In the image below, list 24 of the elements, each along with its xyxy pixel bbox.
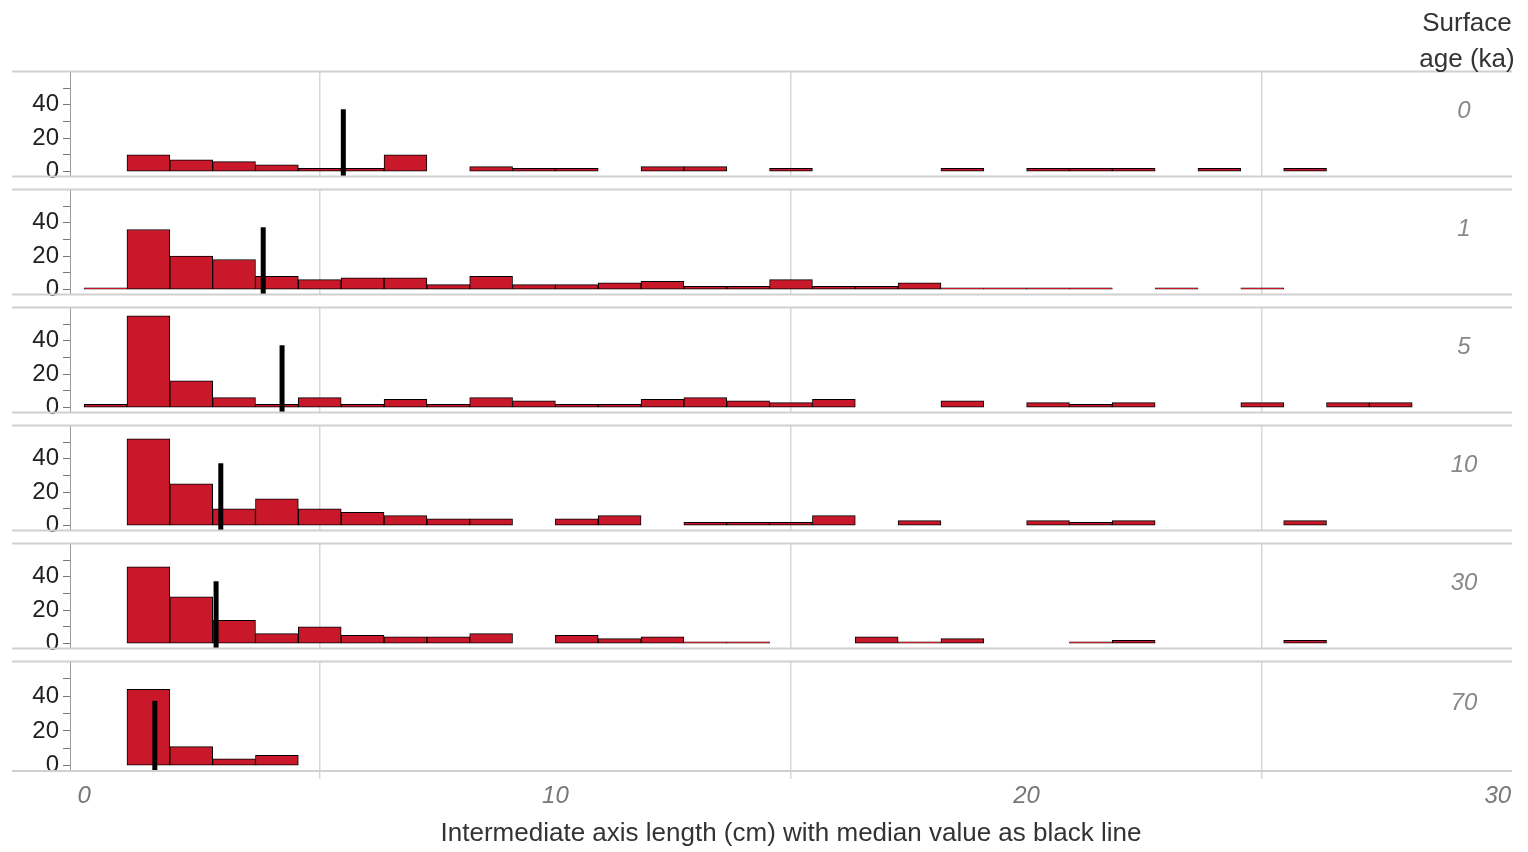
y-tick-label: 20 [32,476,59,504]
y-tick-label: 40 [32,89,59,117]
y-tick-label: 20 [32,122,59,150]
x-tick-label: 10 [542,781,570,809]
y-tick-label: 40 [32,561,59,589]
text: 10 [1450,450,1478,478]
y-tick-label: 20 [32,594,59,622]
y-tick-label: 40 [32,207,59,235]
y-tick-label: 40 [32,443,59,471]
y-tick-label: 20 [32,715,59,743]
annotation: Surface age (ka) [1418,6,1516,75]
text: 0 [1457,96,1472,124]
y-tick-label: 40 [32,680,59,708]
x-tick-label: 20 [1012,781,1041,809]
y-tick-label: 40 [32,325,59,353]
text: 5 [1457,332,1472,360]
y-tick-label: 20 [32,240,59,268]
x-tick-label: 30 [1484,781,1512,809]
text: 70 [1450,687,1478,715]
x-axis-title: Intermediate axis length (cm) with median value as black line [440,816,1142,847]
text: 30 [1450,568,1478,596]
text: 1 [1457,214,1471,242]
x-tick-label: 0 [77,781,92,809]
y-tick-label: 20 [32,358,59,386]
